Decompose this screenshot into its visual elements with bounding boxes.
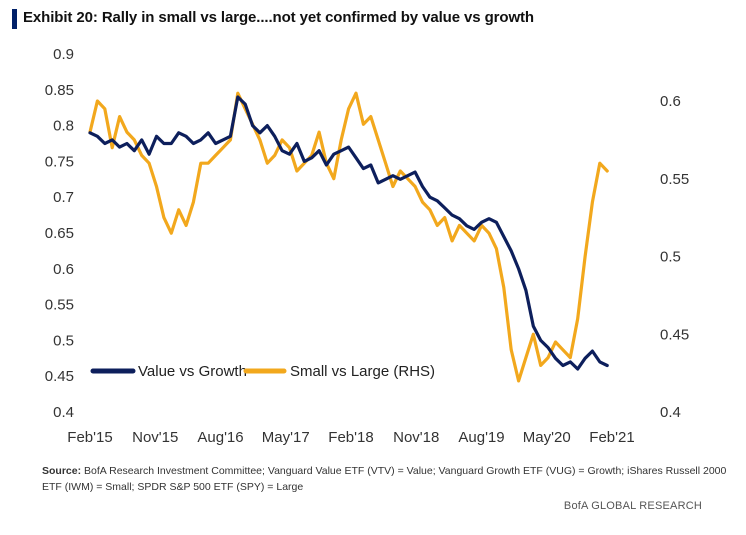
brand-footer: BofA GLOBAL RESEARCH: [563, 500, 702, 512]
legend-label: Small vs Large (RHS): [290, 363, 435, 380]
legend: Value vs Growth Small vs Large (RHS): [90, 363, 435, 380]
source-note: Source: BofA Research Investment Committ…: [42, 463, 732, 495]
left-tick-label: 0.6: [53, 261, 74, 278]
left-tick-label: 0.55: [45, 297, 74, 314]
exhibit-title: Exhibit 20: Rally in small vs large....n…: [23, 9, 534, 26]
x-tick-label: Aug'19: [458, 429, 504, 446]
x-tick-label: Aug'16: [197, 429, 243, 446]
left-axis-ticks: 0.9 0.85 0.8 0.75 0.7 0.65 0.6 0.55 0.5 0.45 0.4: [45, 46, 74, 421]
left-tick-label: 0.45: [45, 368, 74, 385]
left-tick-label: 0.85: [45, 82, 74, 99]
right-tick-label: 0.4: [660, 404, 681, 421]
x-tick-label: May'20: [523, 429, 571, 446]
x-tick-label: May'17: [262, 429, 310, 446]
x-tick-label: Feb'21: [589, 429, 634, 446]
value-vs-growth-line: [88, 95, 609, 371]
left-tick-label: 0.9: [53, 46, 74, 63]
left-tick-label: 0.8: [53, 118, 74, 135]
left-tick-label: 0.7: [53, 189, 74, 206]
source-label: Source:: [42, 465, 82, 477]
small-vs-large-line: [88, 91, 609, 383]
left-tick-label: 0.65: [45, 225, 74, 242]
right-tick-label: 0.6: [660, 93, 681, 110]
x-tick-label: Nov'15: [132, 429, 178, 446]
legend-label: Value vs Growth: [138, 363, 247, 380]
x-axis-ticks: Feb'15 Nov'15 Aug'16 May'17 Feb'18 Nov'18 Aug'…: [67, 429, 634, 446]
chart: 0.9 0.85 0.8 0.75 0.7 0.65 0.6 0.55 0.5 0.45 0.4 0…: [45, 46, 689, 446]
x-tick-label: Nov'18: [393, 429, 439, 446]
right-axis-ticks: 0.6 0.55 0.5 0.45 0.4: [660, 93, 689, 421]
x-tick-label: Feb'15: [67, 429, 112, 446]
right-tick-label: 0.55: [660, 171, 689, 188]
right-tick-label: 0.5: [660, 249, 681, 266]
source-text: BofA Research Investment Committee; Vang…: [42, 465, 727, 493]
series-lines: [88, 91, 609, 383]
left-tick-label: 0.75: [45, 153, 74, 170]
title-accent-bar: [12, 9, 17, 29]
left-tick-label: 0.4: [53, 404, 74, 421]
left-tick-label: 0.5: [53, 332, 74, 349]
x-tick-label: Feb'18: [328, 429, 373, 446]
right-tick-label: 0.45: [660, 326, 689, 343]
